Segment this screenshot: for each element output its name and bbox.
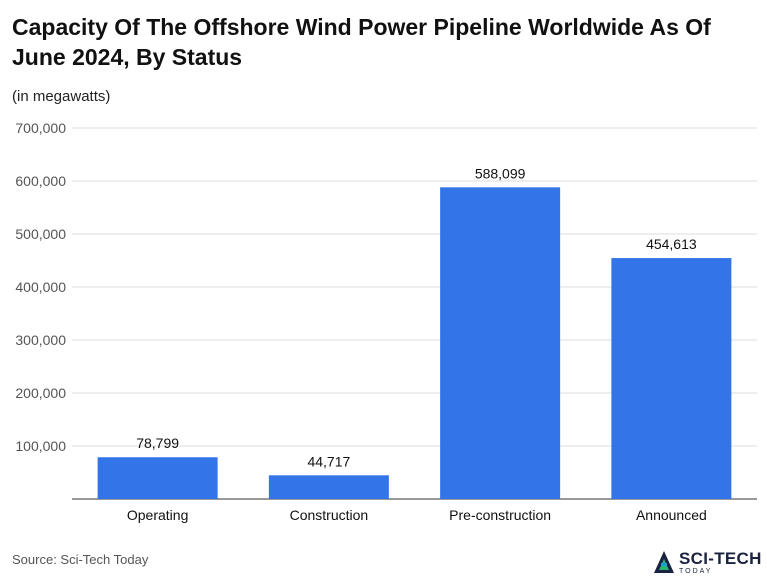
- sci-tech-logo: SCI-TECH TODAY: [652, 547, 762, 577]
- data-label: 44,717: [307, 453, 350, 469]
- logo-sub-text: TODAY: [679, 567, 713, 575]
- x-tick-label: Pre-construction: [449, 507, 551, 523]
- y-tick-label: 100,000: [15, 438, 66, 454]
- data-label: 588,099: [475, 165, 526, 181]
- logo-main-text: SCI-TECH: [679, 548, 762, 568]
- chart-subtitle: (in megawatts): [12, 88, 111, 105]
- y-tick-label: 500,000: [15, 226, 66, 242]
- chart-title: Capacity Of The Offshore Wind Power Pipe…: [12, 14, 711, 70]
- x-tick-label: Construction: [290, 507, 369, 523]
- logo-mark-icon: [654, 551, 674, 573]
- bar: [440, 187, 561, 499]
- y-tick-label: 700,000: [15, 120, 66, 136]
- y-tick-label: 300,000: [15, 332, 66, 348]
- data-label: 78,799: [136, 435, 179, 451]
- x-tick-label: Operating: [127, 507, 188, 523]
- y-tick-label: 400,000: [15, 279, 66, 295]
- bar: [611, 258, 732, 499]
- source-note: Source: Sci-Tech Today: [12, 552, 149, 567]
- y-tick-label: 600,000: [15, 173, 66, 189]
- bar: [97, 457, 218, 499]
- x-tick-label: Announced: [636, 507, 707, 523]
- y-tick-label: 200,000: [15, 385, 66, 401]
- bar: [268, 475, 389, 499]
- data-label: 454,613: [646, 236, 697, 252]
